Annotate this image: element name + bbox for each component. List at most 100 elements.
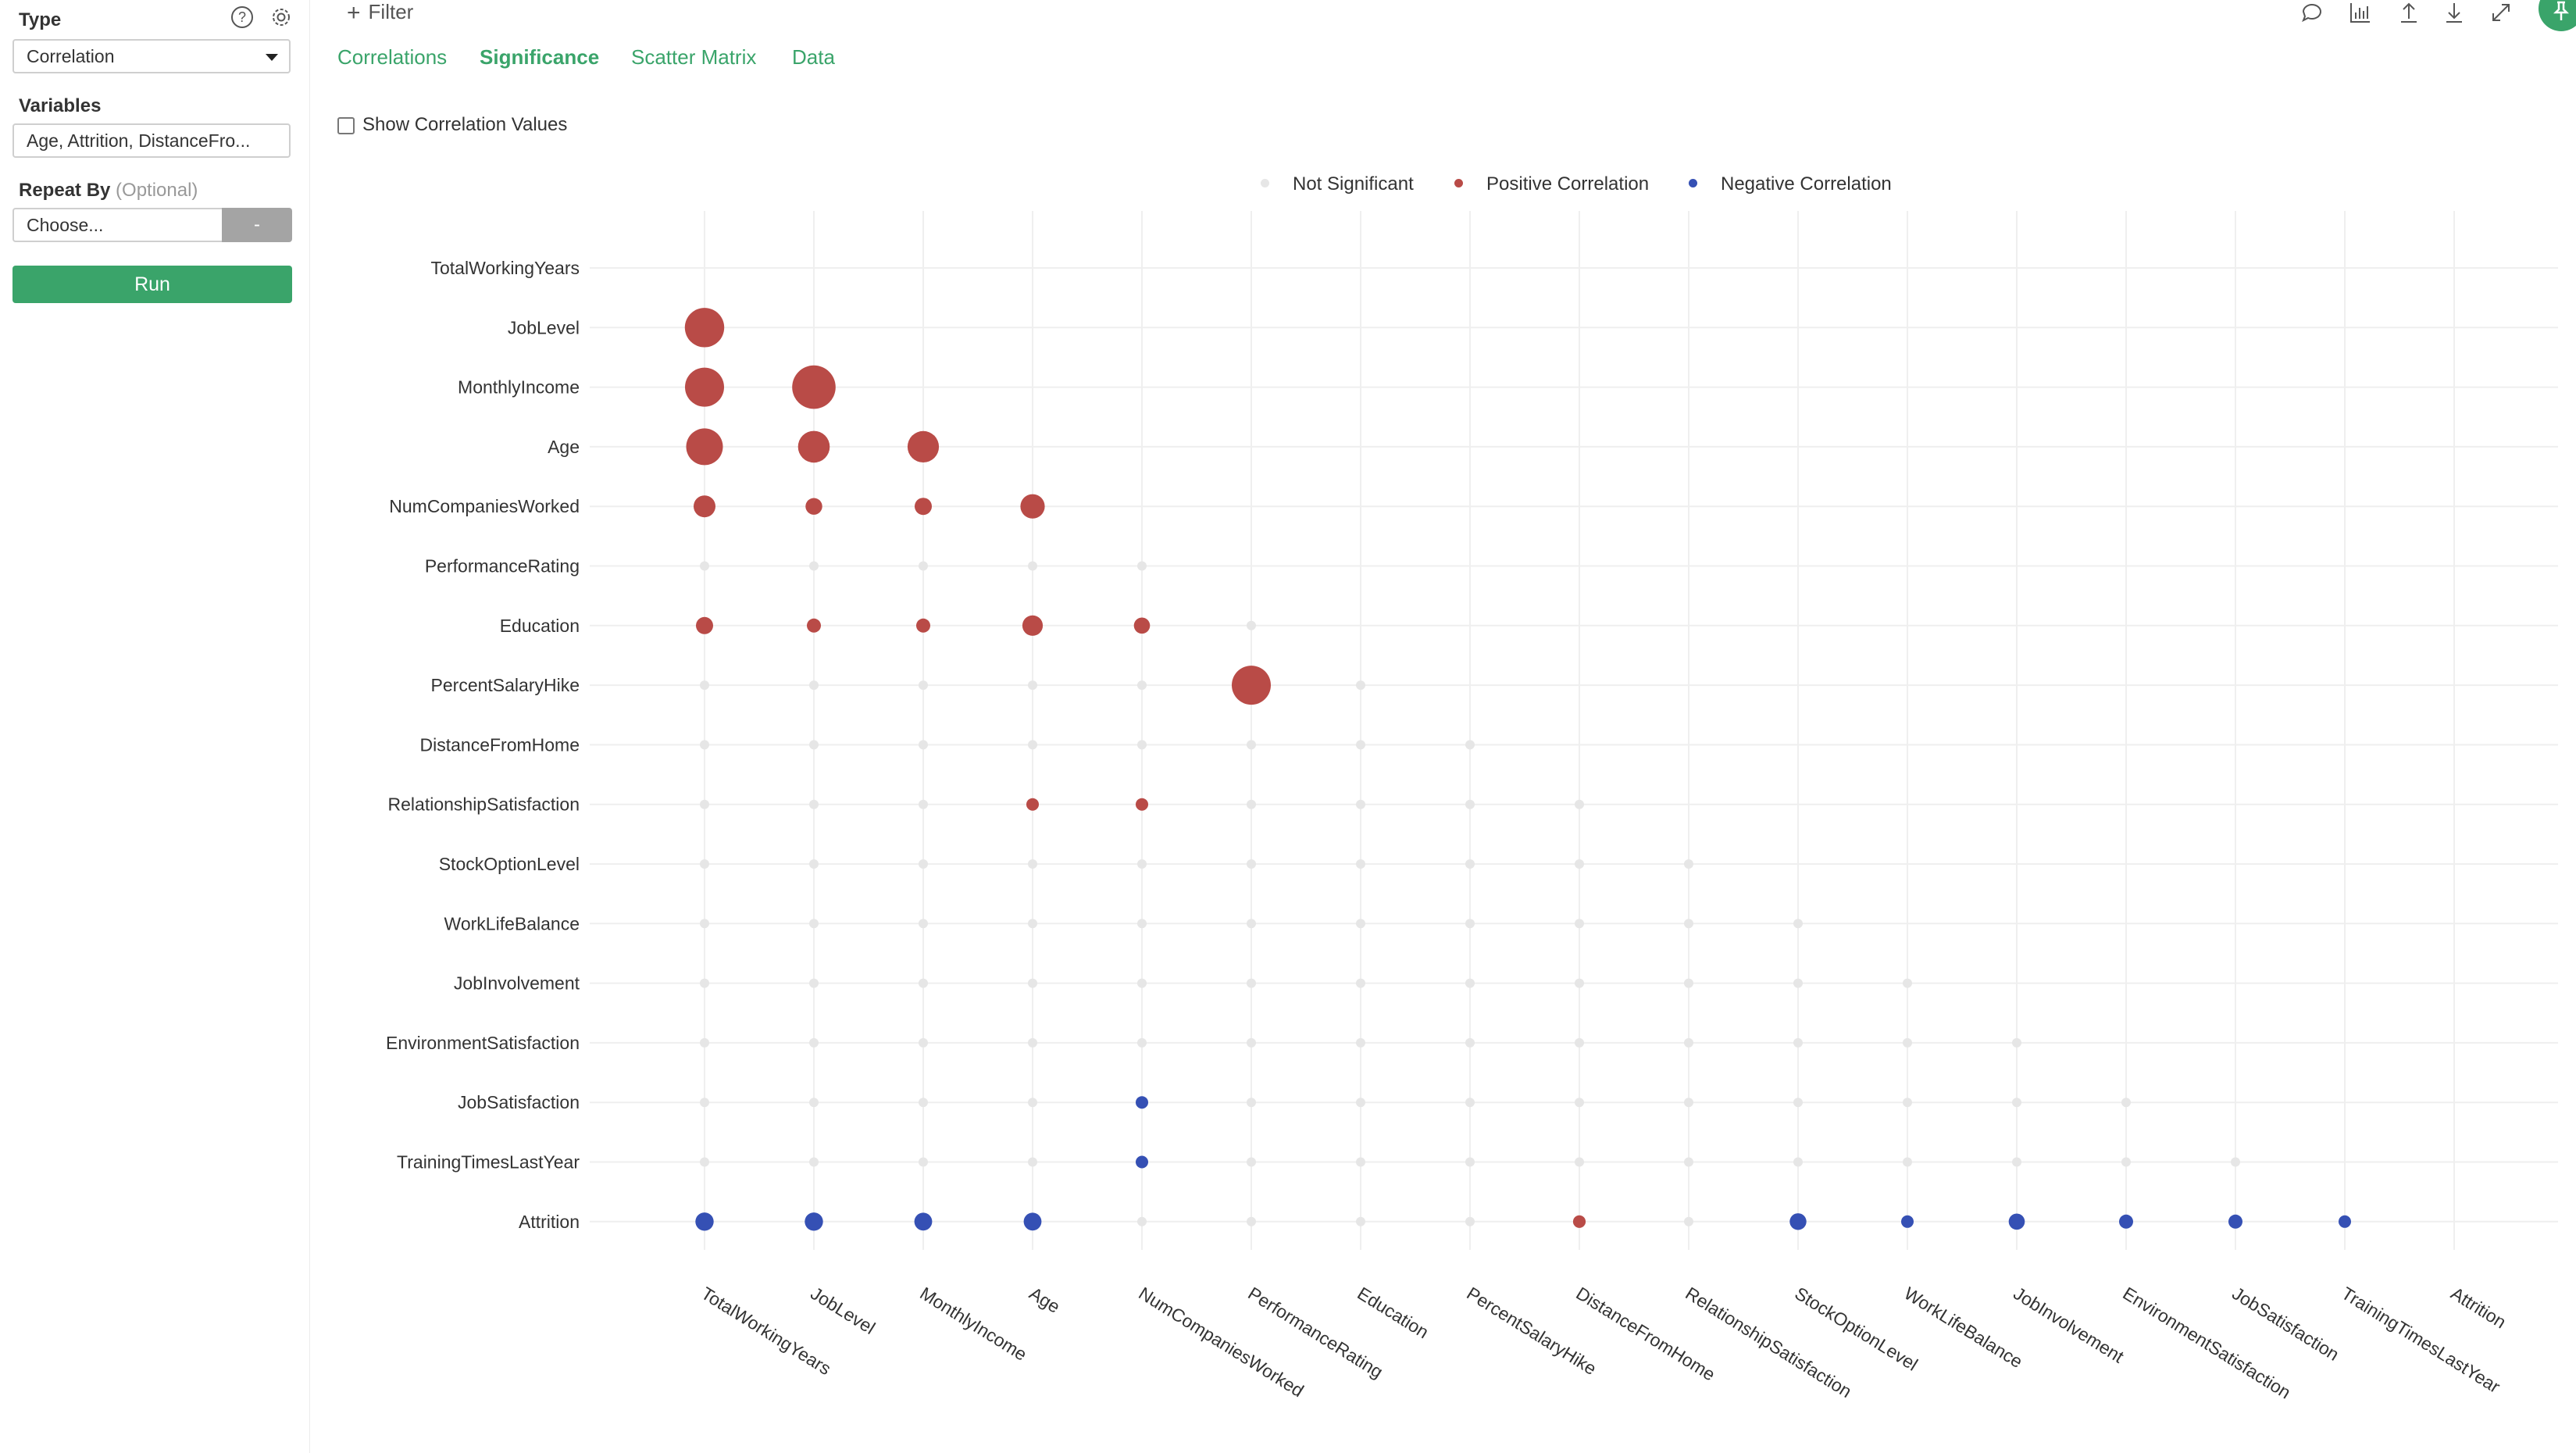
point-none[interactable] xyxy=(1684,978,1693,988)
point-none[interactable] xyxy=(1793,919,1803,929)
variables-input[interactable]: Age, Attrition, DistanceFro... xyxy=(12,123,291,158)
point-none[interactable] xyxy=(2231,1157,2240,1167)
point-positive[interactable] xyxy=(797,430,830,463)
point-none[interactable] xyxy=(1356,680,1365,691)
point-none[interactable] xyxy=(919,1098,928,1108)
point-none[interactable] xyxy=(1684,1037,1693,1048)
point-none[interactable] xyxy=(1465,978,1475,988)
point-none[interactable] xyxy=(1465,919,1475,929)
point-none[interactable] xyxy=(1575,1037,1584,1048)
point-none[interactable] xyxy=(1137,680,1147,691)
point-none[interactable] xyxy=(2121,1098,2131,1108)
point-none[interactable] xyxy=(1356,1098,1365,1108)
tab-scatter-matrix[interactable]: Scatter Matrix xyxy=(631,45,757,69)
point-negative[interactable] xyxy=(1136,1155,1148,1169)
point-none[interactable] xyxy=(809,919,819,929)
point-none[interactable] xyxy=(919,919,928,929)
point-positive[interactable] xyxy=(1020,494,1045,519)
point-none[interactable] xyxy=(809,561,819,571)
point-none[interactable] xyxy=(1575,978,1584,988)
point-none[interactable] xyxy=(1247,799,1256,809)
show-values-option[interactable]: Show Correlation Values xyxy=(337,114,567,136)
point-none[interactable] xyxy=(1028,1037,1037,1048)
point-none[interactable] xyxy=(1356,919,1365,929)
point-none[interactable] xyxy=(1137,919,1147,929)
point-negative[interactable] xyxy=(914,1212,933,1231)
point-none[interactable] xyxy=(2012,1037,2021,1048)
point-none[interactable] xyxy=(919,859,928,869)
point-none[interactable] xyxy=(1137,740,1147,750)
point-none[interactable] xyxy=(1465,1157,1475,1167)
point-negative[interactable] xyxy=(2119,1214,2133,1229)
point-positive[interactable] xyxy=(1232,666,1271,705)
chart-icon[interactable] xyxy=(2348,0,2373,25)
point-none[interactable] xyxy=(700,799,709,809)
point-none[interactable] xyxy=(1028,919,1037,929)
run-button[interactable]: Run xyxy=(12,266,292,303)
point-none[interactable] xyxy=(1028,740,1037,750)
point-none[interactable] xyxy=(1137,1037,1147,1048)
point-positive[interactable] xyxy=(907,430,940,463)
point-none[interactable] xyxy=(809,1098,819,1108)
point-positive[interactable] xyxy=(1572,1215,1586,1228)
point-none[interactable] xyxy=(1684,1216,1693,1226)
point-none[interactable] xyxy=(809,680,819,691)
show-values-checkbox[interactable] xyxy=(337,117,355,134)
point-negative[interactable] xyxy=(2339,1215,2351,1228)
point-negative[interactable] xyxy=(1136,1096,1148,1109)
point-none[interactable] xyxy=(1465,1098,1475,1108)
point-none[interactable] xyxy=(1028,978,1037,988)
point-none[interactable] xyxy=(809,978,819,988)
point-none[interactable] xyxy=(919,1037,928,1048)
point-none[interactable] xyxy=(1465,1216,1475,1226)
point-none[interactable] xyxy=(1684,1157,1693,1167)
point-none[interactable] xyxy=(1028,1098,1037,1108)
point-none[interactable] xyxy=(1684,919,1693,929)
point-negative[interactable] xyxy=(2228,1214,2242,1229)
tab-significance[interactable]: Significance xyxy=(480,45,600,69)
repeat-by-clear-button[interactable]: - xyxy=(222,208,292,242)
point-positive[interactable] xyxy=(792,365,836,409)
point-negative[interactable] xyxy=(1789,1213,1807,1230)
point-positive[interactable] xyxy=(694,495,715,518)
point-none[interactable] xyxy=(1575,859,1584,869)
point-none[interactable] xyxy=(1793,1157,1803,1167)
point-none[interactable] xyxy=(809,1037,819,1048)
expand-icon[interactable] xyxy=(2489,0,2514,25)
point-none[interactable] xyxy=(1575,799,1584,809)
point-none[interactable] xyxy=(700,859,709,869)
point-positive[interactable] xyxy=(685,367,724,407)
type-select[interactable]: Correlation xyxy=(12,39,291,73)
point-none[interactable] xyxy=(700,561,709,571)
point-none[interactable] xyxy=(1356,859,1365,869)
comment-icon[interactable] xyxy=(2299,0,2324,25)
point-none[interactable] xyxy=(700,1098,709,1108)
point-none[interactable] xyxy=(700,680,709,691)
point-none[interactable] xyxy=(1028,561,1037,571)
tab-data[interactable]: Data xyxy=(792,45,835,69)
point-none[interactable] xyxy=(1356,799,1365,809)
help-icon[interactable]: ? xyxy=(230,5,255,30)
point-none[interactable] xyxy=(1465,1037,1475,1048)
point-none[interactable] xyxy=(809,740,819,750)
point-positive[interactable] xyxy=(684,308,725,348)
point-none[interactable] xyxy=(1465,740,1475,750)
point-none[interactable] xyxy=(1356,740,1365,750)
point-none[interactable] xyxy=(1356,978,1365,988)
point-none[interactable] xyxy=(700,978,709,988)
point-none[interactable] xyxy=(919,978,928,988)
point-none[interactable] xyxy=(1028,1157,1037,1167)
point-negative[interactable] xyxy=(1023,1212,1042,1231)
point-none[interactable] xyxy=(1247,859,1256,869)
point-none[interactable] xyxy=(1465,799,1475,809)
point-none[interactable] xyxy=(2012,1098,2021,1108)
gear-icon[interactable] xyxy=(269,5,294,30)
download-icon[interactable] xyxy=(2442,0,2467,25)
point-none[interactable] xyxy=(1684,1098,1693,1108)
point-positive[interactable] xyxy=(1026,798,1039,811)
point-positive[interactable] xyxy=(1136,798,1148,811)
point-none[interactable] xyxy=(1247,978,1256,988)
point-positive[interactable] xyxy=(1133,617,1151,634)
point-none[interactable] xyxy=(700,740,709,750)
point-none[interactable] xyxy=(1903,978,1912,988)
